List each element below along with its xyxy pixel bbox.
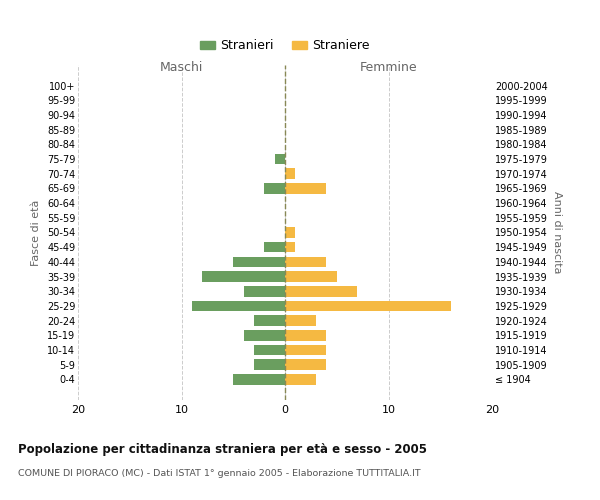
Bar — [285, 360, 326, 370]
Bar — [285, 286, 358, 296]
Bar — [202, 272, 285, 282]
Text: Maschi: Maschi — [160, 61, 203, 74]
Bar — [265, 183, 285, 194]
Text: Femmine: Femmine — [359, 61, 418, 74]
Bar — [285, 316, 316, 326]
Text: Popolazione per cittadinanza straniera per età e sesso - 2005: Popolazione per cittadinanza straniera p… — [18, 442, 427, 456]
Bar — [285, 168, 295, 179]
Bar — [265, 242, 285, 252]
Bar — [275, 154, 285, 164]
Bar — [254, 360, 285, 370]
Y-axis label: Fasce di età: Fasce di età — [31, 200, 41, 266]
Bar — [285, 330, 326, 340]
Bar — [285, 256, 326, 267]
Bar — [285, 374, 316, 385]
Bar — [285, 345, 326, 356]
Bar — [285, 183, 326, 194]
Bar — [285, 227, 295, 238]
Legend: Stranieri, Straniere: Stranieri, Straniere — [195, 34, 375, 58]
Bar — [285, 242, 295, 252]
Text: COMUNE DI PIORACO (MC) - Dati ISTAT 1° gennaio 2005 - Elaborazione TUTTITALIA.IT: COMUNE DI PIORACO (MC) - Dati ISTAT 1° g… — [18, 468, 421, 477]
Bar — [285, 300, 451, 312]
Bar — [233, 374, 285, 385]
Bar — [244, 286, 285, 296]
Bar — [254, 316, 285, 326]
Y-axis label: Anni di nascita: Anni di nascita — [551, 191, 562, 274]
Bar — [192, 300, 285, 312]
Bar — [233, 256, 285, 267]
Bar — [244, 330, 285, 340]
Bar — [285, 272, 337, 282]
Bar — [254, 345, 285, 356]
